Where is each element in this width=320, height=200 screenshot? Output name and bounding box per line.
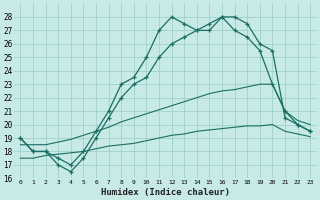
X-axis label: Humidex (Indice chaleur): Humidex (Indice chaleur) (101, 188, 230, 197)
